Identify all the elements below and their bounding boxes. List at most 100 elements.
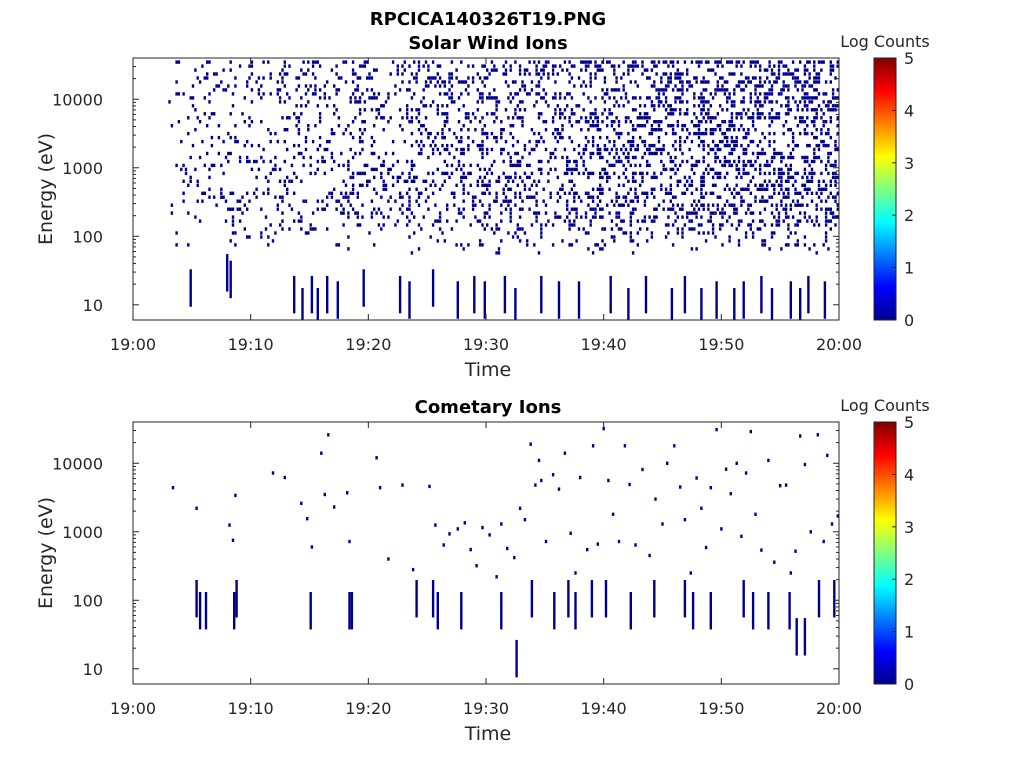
data-cell (660, 151, 663, 156)
data-cell (742, 281, 745, 319)
data-cell (688, 219, 691, 223)
data-cell (547, 72, 550, 76)
data-cell (648, 96, 651, 100)
data-cell (615, 215, 618, 219)
data-cell (417, 223, 421, 227)
data-cell (742, 163, 745, 168)
data-cell (483, 76, 486, 80)
data-cell (579, 475, 582, 480)
data-cell (735, 211, 738, 215)
data-cell (286, 128, 289, 132)
data-cell (540, 231, 543, 235)
data-cell (650, 151, 654, 156)
data-cell (589, 223, 592, 227)
data-cell (589, 100, 592, 104)
data-cell (796, 80, 799, 84)
data-cell (596, 64, 599, 68)
data-cell (396, 179, 399, 183)
data-cell (434, 183, 437, 187)
data-cell (356, 223, 359, 227)
data-cell (486, 68, 489, 72)
data-cell (714, 60, 717, 64)
colorbar-tick-label: 3 (904, 154, 914, 173)
data-cell (486, 223, 489, 227)
data-cell (693, 76, 696, 80)
data-cell (363, 171, 366, 176)
data-cell (702, 100, 705, 104)
data-cell (679, 135, 682, 140)
data-cell (728, 203, 731, 207)
data-cell (808, 84, 811, 88)
data-cell (676, 60, 679, 64)
data-cell (281, 219, 284, 223)
data-cell (408, 64, 411, 68)
data-cell (210, 163, 214, 168)
data-cell (589, 124, 592, 128)
data-cell (535, 211, 538, 215)
data-cell (721, 120, 724, 124)
data-cell (744, 147, 748, 152)
data-cell (570, 171, 574, 176)
y-tick-label: 100 (72, 591, 103, 610)
data-cell (490, 131, 494, 136)
data-cell (810, 179, 814, 183)
data-cell (768, 179, 771, 183)
data-cell (424, 116, 428, 120)
data-cell (337, 199, 341, 203)
data-cell (448, 80, 451, 84)
data-cell (686, 159, 689, 164)
data-cell (603, 92, 607, 96)
data-cell (591, 139, 595, 144)
data-cell (650, 191, 654, 195)
data-cell (784, 64, 788, 68)
data-cell (269, 92, 272, 96)
data-cell (504, 139, 508, 144)
data-cell (493, 64, 496, 68)
data-cell (526, 68, 529, 72)
data-cell (460, 92, 463, 96)
data-cell (283, 60, 286, 64)
data-cell (521, 80, 524, 84)
colorbar-tick-label: 3 (904, 518, 914, 537)
data-cell (500, 151, 503, 156)
data-cell (441, 128, 444, 132)
data-cell (587, 175, 590, 180)
data-cell (796, 171, 799, 176)
data-cell (655, 151, 658, 156)
data-cell (624, 231, 628, 235)
data-cell (686, 108, 689, 112)
data-cell (606, 171, 609, 176)
data-cell (789, 231, 792, 235)
data-cell (434, 523, 437, 527)
data-cell (707, 143, 710, 148)
data-cell (784, 203, 788, 207)
data-cell (796, 124, 799, 128)
data-cell (693, 199, 696, 203)
data-cell (455, 147, 458, 152)
data-cell (695, 116, 698, 120)
data-cell (756, 227, 759, 231)
data-cell (271, 471, 275, 475)
data-cell (809, 530, 812, 534)
data-cell (476, 163, 479, 168)
data-cell (587, 191, 590, 195)
data-cell (391, 163, 395, 168)
data-cell (629, 239, 632, 243)
data-cell (810, 191, 814, 195)
data-cell (829, 179, 832, 183)
data-cell (820, 171, 823, 176)
data-cell (295, 124, 298, 128)
data-cell (831, 195, 835, 199)
data-cell (723, 88, 727, 92)
data-cell (609, 275, 612, 314)
data-cell (606, 88, 609, 92)
data-cell (799, 191, 802, 195)
data-cell (806, 219, 809, 223)
data-cell (667, 76, 670, 80)
data-cell (730, 135, 734, 140)
data-cell (711, 211, 715, 215)
data-cell (759, 92, 762, 96)
data-cell (373, 68, 376, 72)
data-cell (563, 191, 567, 195)
data-cell (716, 143, 719, 148)
